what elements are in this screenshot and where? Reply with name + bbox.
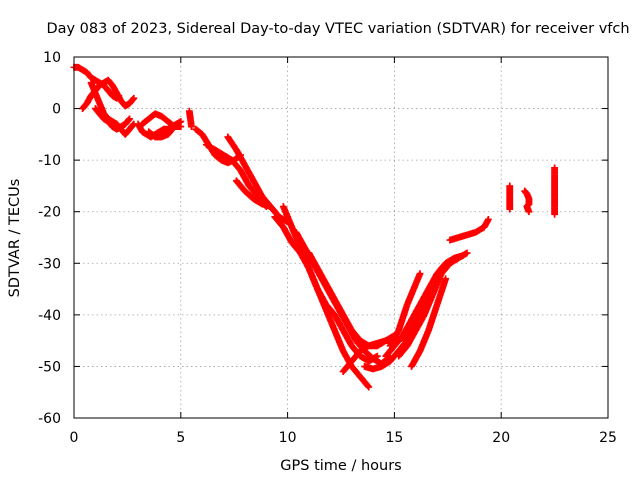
axis-ticks xyxy=(73,56,609,419)
x-tick-label: 0 xyxy=(70,430,79,446)
y-tick-label: -20 xyxy=(38,205,61,221)
y-tick-label: 0 xyxy=(52,102,61,118)
data-point xyxy=(168,125,176,133)
data-point xyxy=(188,123,195,131)
series-arc-x xyxy=(506,182,514,213)
y-tick-label: -10 xyxy=(38,153,61,169)
series-arc-y xyxy=(521,187,533,216)
series-arc-n xyxy=(279,203,373,391)
x-tick-label: 25 xyxy=(599,430,617,446)
y-axis-label: SDTVAR / TECUs xyxy=(7,179,23,298)
data-point xyxy=(551,210,558,218)
y-tick-label: -30 xyxy=(38,256,61,272)
data-point xyxy=(129,95,137,103)
grid-lines xyxy=(74,57,608,418)
data-point xyxy=(125,116,133,124)
x-tick-label: 10 xyxy=(279,430,297,446)
series-arc-g xyxy=(145,125,176,141)
series-arc-t xyxy=(395,249,471,360)
data-points xyxy=(70,63,558,391)
series-arc-h xyxy=(185,107,195,131)
series-arc-v xyxy=(408,275,450,370)
y-tick-label: -60 xyxy=(38,411,61,427)
data-point xyxy=(506,205,514,213)
x-tick-label: 20 xyxy=(492,430,510,446)
series-arc-w xyxy=(446,216,492,244)
series-arc-z xyxy=(551,164,558,218)
plot-frame xyxy=(73,56,609,419)
y-tick-label: -50 xyxy=(38,359,61,375)
x-tick-label: 15 xyxy=(385,430,403,446)
data-point xyxy=(416,270,424,277)
data-point xyxy=(129,121,137,129)
y-tick-label: -40 xyxy=(38,308,61,324)
data-point xyxy=(364,382,372,390)
y-tick-label: 10 xyxy=(43,50,61,66)
data-point xyxy=(463,249,471,257)
data-point xyxy=(168,126,175,134)
y-tick-labels: -60 -50 -40 -30 -20 -10 0 10 xyxy=(38,50,61,427)
series-arc-l xyxy=(232,177,283,221)
x-axis-label: GPS time / hours xyxy=(280,458,401,474)
series-arc-d xyxy=(91,105,133,133)
x-tick-label: 5 xyxy=(176,430,185,446)
data-point xyxy=(177,123,185,131)
data-point xyxy=(484,216,492,223)
chart-title: Day 083 of 2023, Sidereal Day-to-day VTE… xyxy=(46,21,629,37)
series-arc-c xyxy=(87,79,138,138)
data-point xyxy=(365,383,373,391)
series-arc-u xyxy=(386,270,424,350)
data-point xyxy=(130,94,138,102)
series-arc-b xyxy=(79,76,138,112)
data-point xyxy=(126,115,133,123)
series-arc-f xyxy=(138,110,185,131)
data-point xyxy=(442,275,450,283)
x-tick-labels: 0 5 10 15 20 25 xyxy=(70,430,617,446)
data-point xyxy=(525,208,533,216)
